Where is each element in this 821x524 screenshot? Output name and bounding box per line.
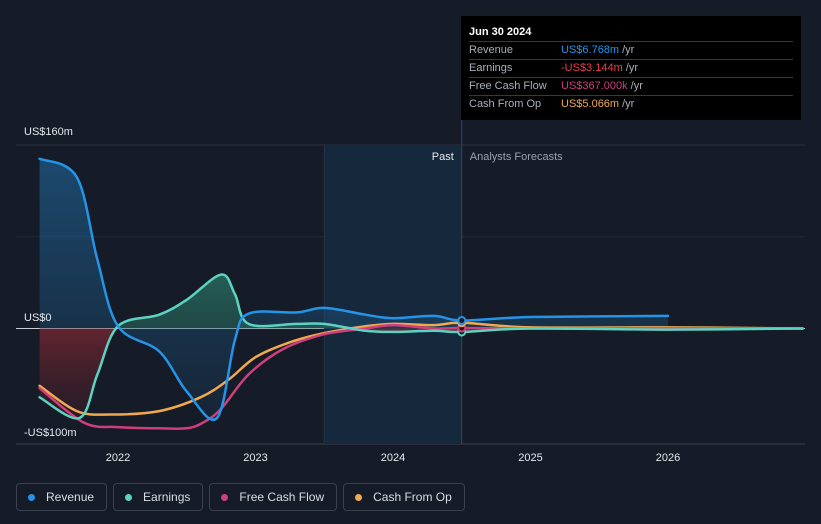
tooltip-row-value: US$6.768m	[561, 44, 620, 56]
revenue-area	[39, 158, 669, 420]
legend-dot-icon	[355, 493, 363, 501]
past-region	[323, 16, 463, 444]
legend-label: Revenue	[46, 490, 95, 504]
tooltip-row-unit: /yr	[622, 44, 635, 56]
legend-label: Free Cash Flow	[239, 490, 325, 504]
legend-dot-icon	[28, 493, 35, 501]
tooltip-row-value: -US$3.144m	[561, 62, 623, 74]
legend-label: Earnings	[143, 490, 191, 504]
legend-label: Cash From Op	[373, 490, 452, 504]
series-line-revenue	[38, 157, 670, 422]
area-layer	[39, 158, 803, 420]
legend-dot-icon	[125, 493, 133, 501]
tooltip-row-unit: /yr	[622, 98, 635, 110]
x-tick-label: 2022	[106, 452, 130, 464]
legend-item-cash-from-op[interactable]: Cash From Op	[343, 483, 465, 511]
legend: Revenue Earnings Free Cash Flow Cash From O…	[16, 483, 465, 511]
legend-item-earnings[interactable]: Earnings	[113, 483, 204, 511]
legend-item-free-cash-flow[interactable]: Free Cash Flow	[209, 483, 338, 511]
past-region-band	[324, 145, 462, 444]
x-tick-label: 2024	[381, 452, 405, 464]
tooltip-row-value: US$367.000k	[561, 80, 628, 92]
tooltip-row-label: Cash From Op	[469, 98, 542, 110]
y-axis-label: -US$100m	[24, 427, 77, 439]
x-tick-label: 2026	[656, 452, 680, 464]
x-tick-label: 2023	[243, 452, 267, 464]
forecast-label: Analysts Forecasts	[470, 151, 563, 163]
line-layer	[38, 157, 805, 430]
legend-dot-icon	[221, 493, 229, 501]
tooltip-row: Free Cash Flow US$367.000k/yr	[469, 77, 793, 95]
marker-revenue	[457, 315, 467, 325]
earnings-area-positive	[39, 274, 803, 329]
y-axis-label: US$0	[24, 312, 52, 324]
marker-layer	[457, 315, 467, 337]
tooltip-row: Revenue US$6.768m/yr	[469, 41, 793, 59]
tooltip-row: Earnings -US$3.144m/yr	[469, 59, 793, 77]
x-tick-label: 2025	[518, 452, 542, 464]
tooltip-row-value: US$5.066m	[561, 98, 620, 110]
label-layer: US$160m US$0 -US$100m 2022 2023 2024 2025 2026 P…	[24, 126, 680, 464]
tooltip-row-label: Earnings	[469, 62, 513, 74]
tooltip-row-label: Free Cash Flow	[469, 80, 547, 92]
tooltip: Jun 30 2024 Revenue US$6.768m/yr Earnings -…	[461, 16, 801, 120]
tooltip-row: Cash From Op US$5.066m/yr	[469, 95, 793, 113]
past-label: Past	[432, 151, 454, 163]
tooltip-row-unit: /yr	[630, 80, 643, 92]
tooltip-date: Jun 30 2024	[469, 26, 532, 38]
legend-item-revenue[interactable]: Revenue	[16, 483, 108, 511]
y-axis-label: US$160m	[24, 126, 73, 138]
tooltip-row-unit: /yr	[625, 62, 638, 74]
tooltip-row-label: Revenue	[469, 44, 514, 56]
